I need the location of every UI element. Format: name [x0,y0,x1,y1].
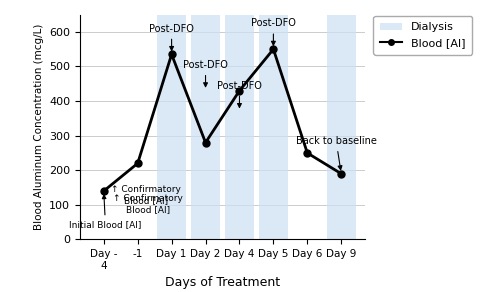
Bar [259,15,288,239]
Bar [327,15,356,239]
Legend: Dialysis, Blood [Al]: Dialysis, Blood [Al] [374,16,472,55]
Text: Back to baseline: Back to baseline [296,136,376,170]
Bar [157,15,186,239]
Text: Post-DFO: Post-DFO [183,60,228,87]
Y-axis label: Blood Aluminum Concentration (mcg/L): Blood Aluminum Concentration (mcg/L) [34,24,43,230]
Text: ↑ Confirmatory
Blood [Al]: ↑ Confirmatory Blood [Al] [113,194,183,214]
Bar [191,15,220,239]
Bar [225,15,254,239]
X-axis label: Days of Treatment: Days of Treatment [165,276,280,289]
Text: Post-DFO: Post-DFO [251,18,296,45]
Text: Initial Blood [Al]: Initial Blood [Al] [70,195,142,230]
Text: Post-DFO: Post-DFO [217,81,262,107]
Text: Post-DFO: Post-DFO [149,24,194,50]
Text: ↑ Confirmatory
Blood [Al]: ↑ Confirmatory Blood [Al] [111,185,181,205]
